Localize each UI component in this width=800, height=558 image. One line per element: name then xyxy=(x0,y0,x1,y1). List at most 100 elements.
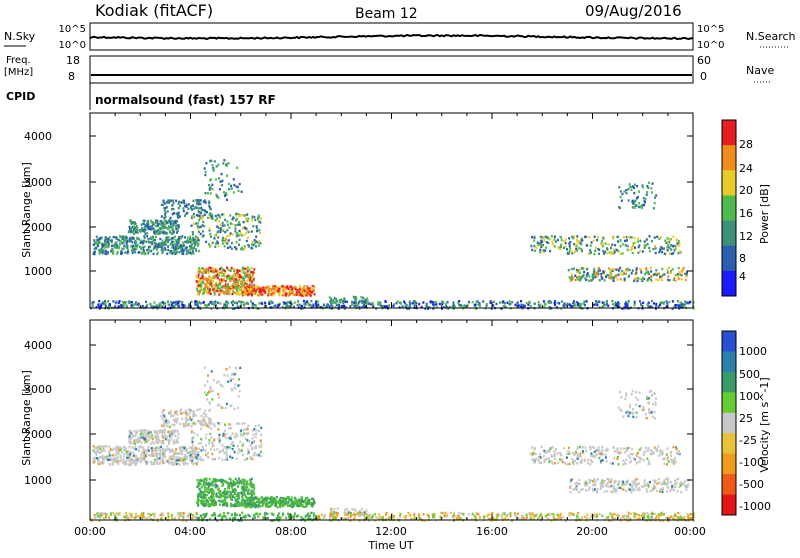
echo-cell xyxy=(224,459,226,461)
echo-cell xyxy=(226,199,228,201)
echo-cell xyxy=(112,250,114,252)
echo-cell xyxy=(196,280,198,282)
echo-cell xyxy=(229,424,231,426)
echo-cell xyxy=(548,301,550,303)
echo-cell xyxy=(255,436,257,438)
echo-cell xyxy=(164,450,166,452)
echo-cell xyxy=(164,223,166,225)
echo-cell xyxy=(92,302,94,304)
echo-cell xyxy=(255,245,257,247)
echo-cell xyxy=(197,228,199,230)
echo-cell xyxy=(173,463,175,465)
echo-cell xyxy=(651,191,653,193)
echo-cell xyxy=(238,190,240,192)
power-colorbar-cell xyxy=(722,246,736,272)
echo-cell xyxy=(239,440,241,442)
echo-cell xyxy=(531,245,533,247)
echo-cell xyxy=(669,279,671,281)
echo-cell xyxy=(546,241,548,243)
echo-cell xyxy=(112,449,114,451)
echo-cell xyxy=(594,250,596,252)
echo-cell xyxy=(214,293,216,295)
echo-cell xyxy=(204,494,206,496)
echo-cell xyxy=(602,250,604,252)
echo-cell xyxy=(227,302,229,304)
echo-cell xyxy=(120,457,122,459)
echo-cell xyxy=(165,435,167,437)
echo-cell xyxy=(141,247,143,249)
echo-cell xyxy=(219,231,221,233)
echo-cell xyxy=(180,248,182,250)
echo-cell xyxy=(655,269,657,271)
echo-cell xyxy=(223,279,225,281)
echo-cell xyxy=(222,500,224,502)
echo-cell xyxy=(279,286,281,288)
echo-cell xyxy=(196,447,198,449)
echo-cell xyxy=(216,484,218,486)
echo-cell xyxy=(684,273,686,275)
echo-cell xyxy=(654,245,656,247)
echo-cell xyxy=(667,271,669,273)
echo-cell xyxy=(614,301,616,303)
echo-cell xyxy=(168,239,170,241)
echo-cell xyxy=(146,463,148,465)
echo-cell xyxy=(279,506,281,508)
echo-cell xyxy=(557,302,559,304)
echo-cell xyxy=(149,246,151,248)
echo-cell xyxy=(460,305,462,307)
echo-cell xyxy=(198,499,200,501)
power-cbar-16: 16 xyxy=(739,207,753,220)
echo-cell xyxy=(197,237,199,239)
echo-cell xyxy=(254,239,256,241)
echo-cell xyxy=(479,305,481,307)
echo-cell xyxy=(183,412,185,414)
echo-cell xyxy=(598,446,600,448)
echo-cell xyxy=(213,270,215,272)
echo-cell xyxy=(203,496,205,498)
echo-cell xyxy=(598,253,600,255)
echo-cell xyxy=(143,437,145,439)
echo-cell xyxy=(94,451,96,453)
echo-cell xyxy=(613,277,615,279)
echo-cell xyxy=(577,453,579,455)
echo-cell xyxy=(141,457,143,459)
echo-cell xyxy=(244,422,246,424)
echo-cell xyxy=(496,303,498,305)
echo-cell xyxy=(243,234,245,236)
power-ylabel: Slant Range [km] xyxy=(20,162,33,258)
echo-cell xyxy=(572,452,574,454)
echo-cell xyxy=(617,240,619,242)
echo-cell xyxy=(130,230,132,232)
echo-cell xyxy=(197,214,199,216)
echo-cell xyxy=(252,429,254,431)
echo-cell xyxy=(142,241,144,243)
echo-cell xyxy=(591,452,593,454)
echo-cell xyxy=(634,302,636,304)
echo-cell xyxy=(554,302,556,304)
echo-cell xyxy=(195,199,197,201)
echo-cell xyxy=(612,462,614,464)
echo-cell xyxy=(432,301,434,303)
echo-cell xyxy=(206,281,208,283)
echo-cell xyxy=(158,243,160,245)
echo-cell xyxy=(422,301,424,303)
echo-cell xyxy=(168,458,170,460)
echo-cell xyxy=(242,454,244,456)
echo-cell xyxy=(213,449,215,451)
echo-cell xyxy=(676,238,678,240)
echo-cell xyxy=(94,247,96,249)
echo-cell xyxy=(653,207,655,209)
echo-cell xyxy=(196,207,198,209)
echo-cell xyxy=(208,217,210,219)
echo-cell xyxy=(306,294,308,296)
echo-cell xyxy=(130,437,132,439)
echo-cell xyxy=(204,201,206,203)
echo-cell xyxy=(267,497,269,499)
freq-label: Freq. xyxy=(6,55,31,66)
echo-cell xyxy=(252,225,254,227)
echo-cell xyxy=(244,505,246,507)
echo-cell xyxy=(161,227,163,229)
echo-cell xyxy=(167,210,169,212)
echo-cell xyxy=(640,206,642,208)
echo-cell xyxy=(166,232,168,234)
